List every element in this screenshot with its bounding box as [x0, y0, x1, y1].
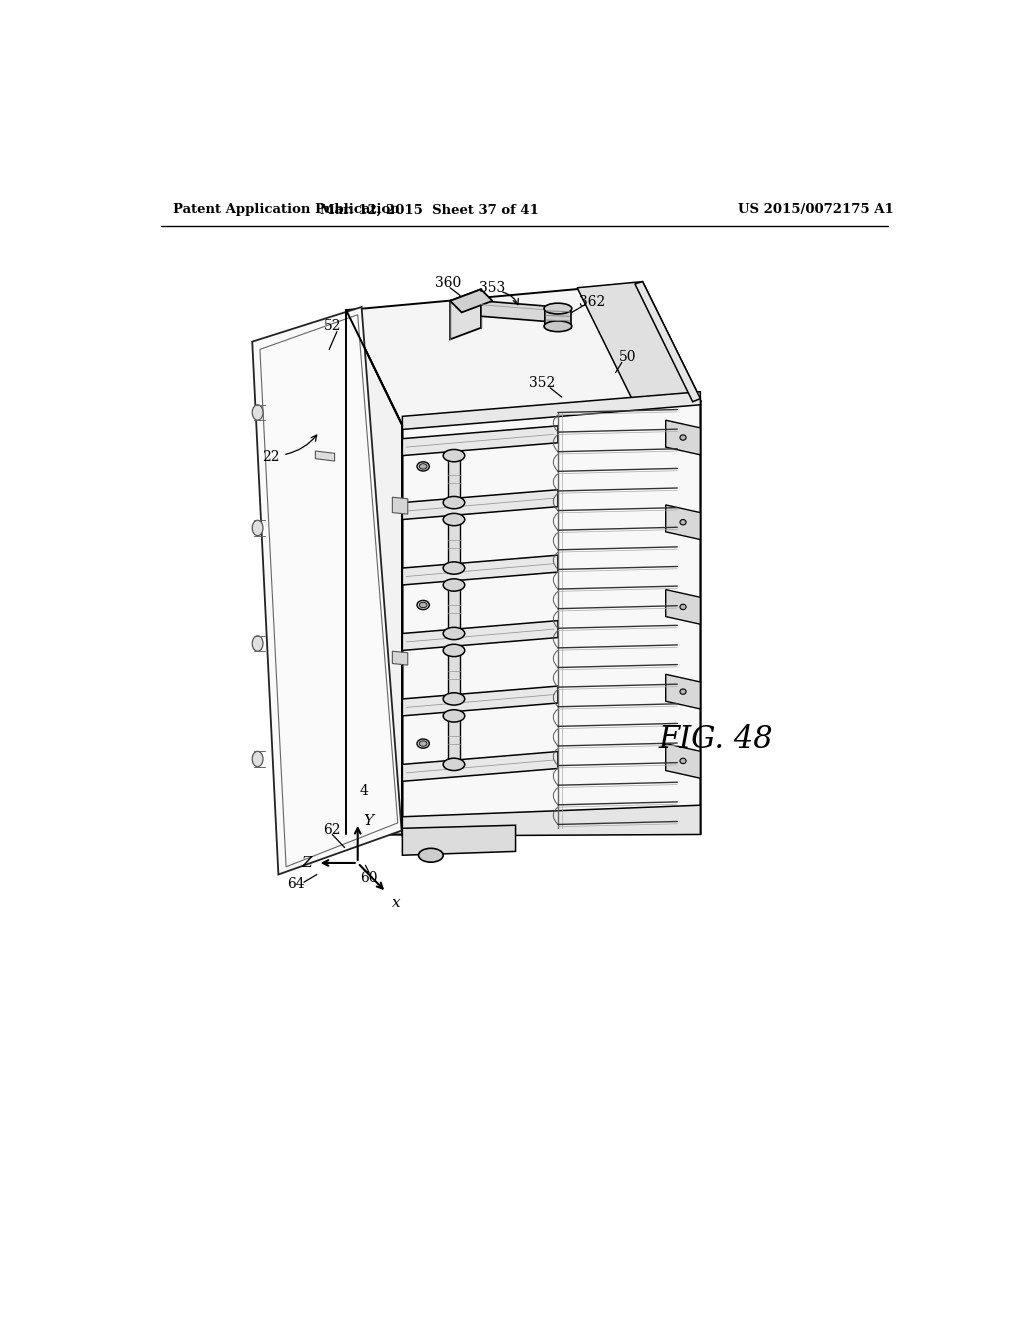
Ellipse shape	[680, 758, 686, 763]
Polygon shape	[578, 281, 700, 405]
Ellipse shape	[419, 463, 427, 469]
Text: 4: 4	[359, 784, 369, 799]
Ellipse shape	[680, 520, 686, 525]
Text: 360: 360	[434, 276, 461, 290]
Polygon shape	[402, 805, 700, 836]
Polygon shape	[666, 420, 700, 455]
Text: Z: Z	[302, 855, 312, 870]
Ellipse shape	[417, 601, 429, 610]
Polygon shape	[635, 281, 700, 401]
Polygon shape	[402, 401, 700, 834]
Text: 353: 353	[479, 281, 506, 294]
Polygon shape	[402, 490, 558, 520]
Ellipse shape	[544, 321, 571, 331]
Ellipse shape	[252, 405, 263, 420]
Polygon shape	[666, 590, 700, 624]
Polygon shape	[666, 675, 700, 709]
Text: 62: 62	[324, 822, 341, 837]
Ellipse shape	[417, 462, 429, 471]
Ellipse shape	[443, 758, 465, 771]
Ellipse shape	[680, 605, 686, 610]
Polygon shape	[402, 556, 558, 585]
Polygon shape	[315, 451, 335, 461]
Text: Y: Y	[364, 814, 374, 829]
Polygon shape	[545, 308, 571, 327]
Polygon shape	[402, 392, 700, 429]
Polygon shape	[402, 401, 700, 834]
Text: x: x	[392, 896, 400, 909]
Text: US 2015/0072175 A1: US 2015/0072175 A1	[738, 203, 894, 216]
Polygon shape	[346, 808, 700, 834]
Polygon shape	[447, 651, 460, 700]
Polygon shape	[346, 310, 402, 834]
Ellipse shape	[680, 689, 686, 694]
Ellipse shape	[443, 710, 465, 722]
Ellipse shape	[443, 627, 465, 640]
Polygon shape	[346, 284, 700, 425]
Polygon shape	[451, 289, 493, 313]
Text: 52: 52	[324, 319, 341, 333]
Polygon shape	[447, 520, 460, 568]
Polygon shape	[666, 506, 700, 540]
Polygon shape	[447, 585, 460, 634]
Polygon shape	[402, 686, 558, 715]
Text: 362: 362	[580, 294, 605, 309]
Polygon shape	[392, 651, 408, 665]
Text: 352: 352	[529, 376, 556, 391]
Polygon shape	[252, 308, 401, 874]
Ellipse shape	[252, 751, 263, 767]
Ellipse shape	[443, 693, 465, 705]
Text: Mar. 12, 2015  Sheet 37 of 41: Mar. 12, 2015 Sheet 37 of 41	[319, 203, 539, 216]
Text: 64: 64	[288, 876, 305, 891]
Polygon shape	[402, 751, 558, 781]
Ellipse shape	[443, 578, 465, 591]
Ellipse shape	[252, 520, 263, 536]
Polygon shape	[481, 301, 558, 322]
Text: FIG. 48: FIG. 48	[658, 725, 773, 755]
Polygon shape	[447, 455, 460, 503]
Polygon shape	[666, 743, 700, 779]
Ellipse shape	[680, 434, 686, 441]
Polygon shape	[451, 289, 481, 339]
Ellipse shape	[419, 849, 443, 862]
Polygon shape	[392, 498, 408, 515]
Ellipse shape	[544, 304, 571, 314]
Polygon shape	[447, 715, 460, 764]
Ellipse shape	[417, 739, 429, 748]
Ellipse shape	[443, 644, 465, 656]
Ellipse shape	[419, 602, 427, 607]
Polygon shape	[643, 284, 700, 834]
Text: 50: 50	[618, 350, 636, 364]
Ellipse shape	[443, 450, 465, 462]
Polygon shape	[402, 825, 515, 855]
Text: Patent Application Publication: Patent Application Publication	[173, 203, 399, 216]
Ellipse shape	[443, 496, 465, 508]
Ellipse shape	[443, 513, 465, 525]
Text: 60: 60	[360, 871, 378, 886]
Ellipse shape	[419, 741, 427, 746]
Polygon shape	[402, 620, 558, 651]
Polygon shape	[402, 426, 558, 455]
Text: 22: 22	[262, 450, 280, 465]
Ellipse shape	[443, 562, 465, 574]
Ellipse shape	[252, 636, 263, 651]
